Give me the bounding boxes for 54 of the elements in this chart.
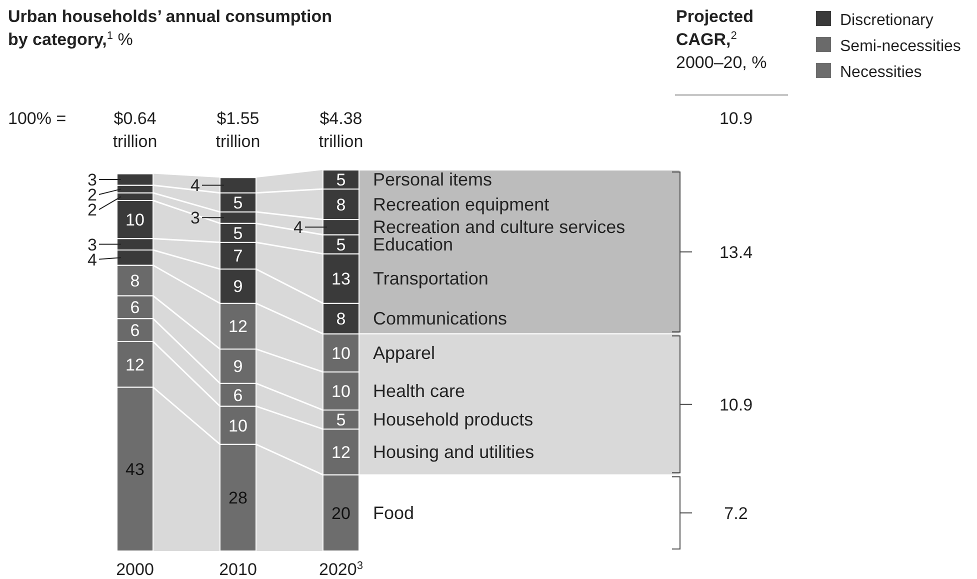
text: $1.55 trillion (216, 109, 260, 151)
data-label: 4 (190, 176, 200, 196)
data-label: 10 (332, 344, 350, 363)
data-label: 43 (126, 460, 144, 480)
series-label: Health care (373, 380, 466, 401)
x-tick-label: 2010 (219, 560, 257, 579)
text: 10.9 (719, 395, 753, 414)
data-label: 6 (233, 386, 243, 405)
x-tick-label: 2000 (116, 560, 154, 579)
data-label: 9 (233, 357, 243, 376)
data-label: 6 (130, 321, 140, 340)
series-label: Communications (373, 308, 508, 329)
data-label: 5 (336, 235, 346, 254)
series-label: Food (373, 502, 414, 523)
series-label: Housing and utilities (373, 442, 534, 462)
text: 10.9 (719, 109, 753, 128)
data-label: 5 (336, 170, 346, 190)
series-label: Transportation (373, 268, 488, 289)
data-label: 8 (336, 310, 346, 329)
text: Necessities (840, 64, 922, 81)
data-label: 28 (228, 488, 248, 508)
data-label: 6 (130, 298, 140, 318)
text: 13.4 (719, 242, 753, 262)
data-label: 5 (336, 410, 346, 430)
text: $4.38 trillion (318, 109, 364, 151)
data-label: 13 (332, 270, 350, 289)
text: 2000–20, % (676, 53, 767, 72)
data-label: 5 (233, 193, 243, 212)
data-label: 12 (332, 442, 350, 462)
series-label: Personal items (373, 170, 492, 190)
data-label: 8 (336, 195, 346, 214)
text: 7.2 (724, 504, 748, 523)
data-label: 10 (332, 382, 350, 401)
series-label: Recreation equipment (373, 194, 550, 214)
text: $0.64 trillion (112, 109, 158, 151)
text: Semi-necessities (840, 38, 961, 55)
data-label: 5 (233, 224, 243, 243)
data-label: 10 (126, 210, 144, 230)
text: Projected CAGR,$^{2}$ (676, 7, 754, 49)
series-label: Apparel (373, 342, 436, 363)
data-label: 4 (293, 218, 303, 238)
data-label: 8 (130, 271, 140, 290)
data-label: 7 (233, 246, 243, 266)
x-tick-label: 2020$^{3}$ (318, 560, 363, 579)
data-label: 9 (233, 277, 243, 296)
data-label: 12 (228, 317, 248, 336)
text: Discretionary (840, 12, 934, 29)
data-label: 10 (228, 416, 248, 436)
data-label: 20 (332, 504, 350, 523)
text: 100% = (8, 109, 66, 128)
series-label: Household products (373, 410, 534, 430)
data-label: 3 (190, 208, 200, 228)
data-label: 12 (126, 355, 144, 374)
chart-title: Urban households’ annual consumption by category,$^{1}$ % (8, 7, 332, 49)
